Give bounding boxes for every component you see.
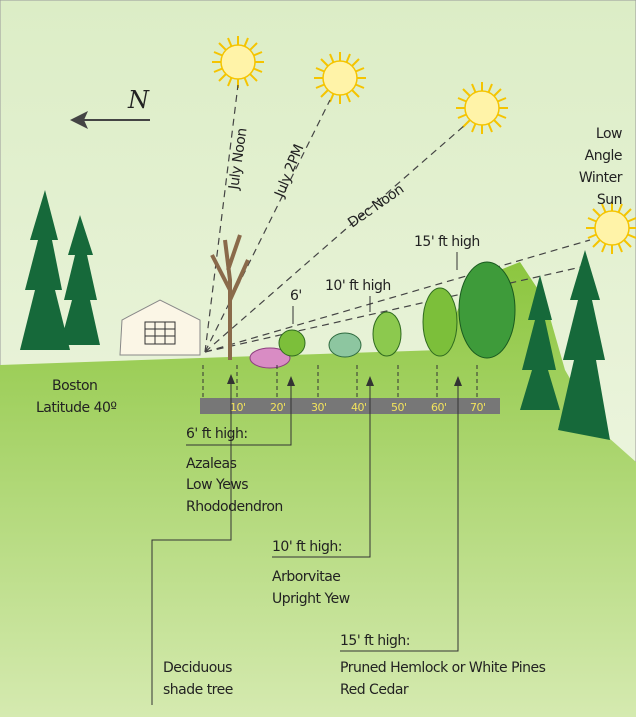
scale-label: 50': [391, 401, 407, 414]
plant: Upright Yew: [272, 591, 350, 607]
plant: Rhododendron: [186, 499, 283, 515]
scale-label: 20': [270, 401, 286, 414]
scale-label: 30': [311, 401, 327, 414]
text: Angle: [585, 148, 622, 164]
text: Sun: [597, 192, 622, 208]
group-heading: 10' ft high:: [272, 539, 342, 555]
height-label: 15' ft high: [414, 234, 480, 250]
height-label: 6': [290, 288, 302, 304]
group-heading: 6' ft high:: [186, 426, 248, 442]
plant: Pruned Hemlock or White Pines: [340, 660, 546, 676]
scale-label: 70': [470, 401, 486, 414]
page: N July Noon July 2PM Dec Noon Low Angle …: [0, 0, 636, 717]
shade-tree-label: shade tree: [163, 682, 233, 698]
location: Latitude 40º: [36, 400, 116, 416]
diagram: N July Noon July 2PM Dec Noon Low Angle …: [0, 0, 636, 717]
group-heading: 15' ft high:: [340, 633, 410, 649]
scale-label: 10': [230, 401, 246, 414]
plant: Arborvitae: [272, 569, 340, 585]
scale-label: 60': [431, 401, 447, 414]
plant: Low Yews: [186, 477, 248, 493]
location: Boston: [52, 378, 97, 394]
plant: Azaleas: [186, 456, 237, 472]
text: Low: [596, 126, 622, 142]
plant: Red Cedar: [340, 682, 409, 698]
shade-tree-label: Deciduous: [163, 660, 232, 676]
scale-label: 40': [351, 401, 367, 414]
text: Winter: [579, 170, 623, 186]
height-label: 10' ft high: [325, 278, 391, 294]
compass-label: N: [127, 86, 150, 114]
